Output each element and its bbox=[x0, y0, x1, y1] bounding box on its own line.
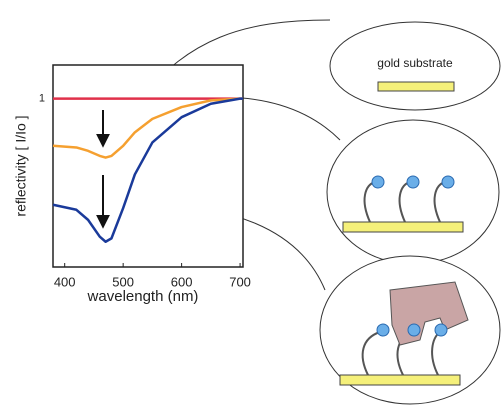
x-tick-label: 600 bbox=[171, 274, 193, 289]
y-axis-label: reflectivity [ I/Io ] bbox=[13, 115, 29, 216]
gold-bar bbox=[378, 82, 454, 91]
page: {"chart_data": {"type": "line", "x": [38… bbox=[0, 0, 502, 408]
gold-bar bbox=[343, 222, 463, 232]
plot-frame bbox=[53, 65, 243, 267]
y-tick-label: 1 bbox=[39, 93, 45, 105]
x-tick-label: 400 bbox=[54, 274, 76, 289]
gold-bar bbox=[340, 375, 460, 385]
panel-ellipse bbox=[327, 120, 499, 264]
x-tick-label: 700 bbox=[229, 274, 251, 289]
x-tick-label: 500 bbox=[112, 274, 134, 289]
figure: gold substrate wavelength (nm) reflectiv… bbox=[0, 0, 502, 408]
x-axis-label: wavelength (nm) bbox=[87, 288, 199, 305]
annotation: gold substrate bbox=[377, 56, 453, 70]
